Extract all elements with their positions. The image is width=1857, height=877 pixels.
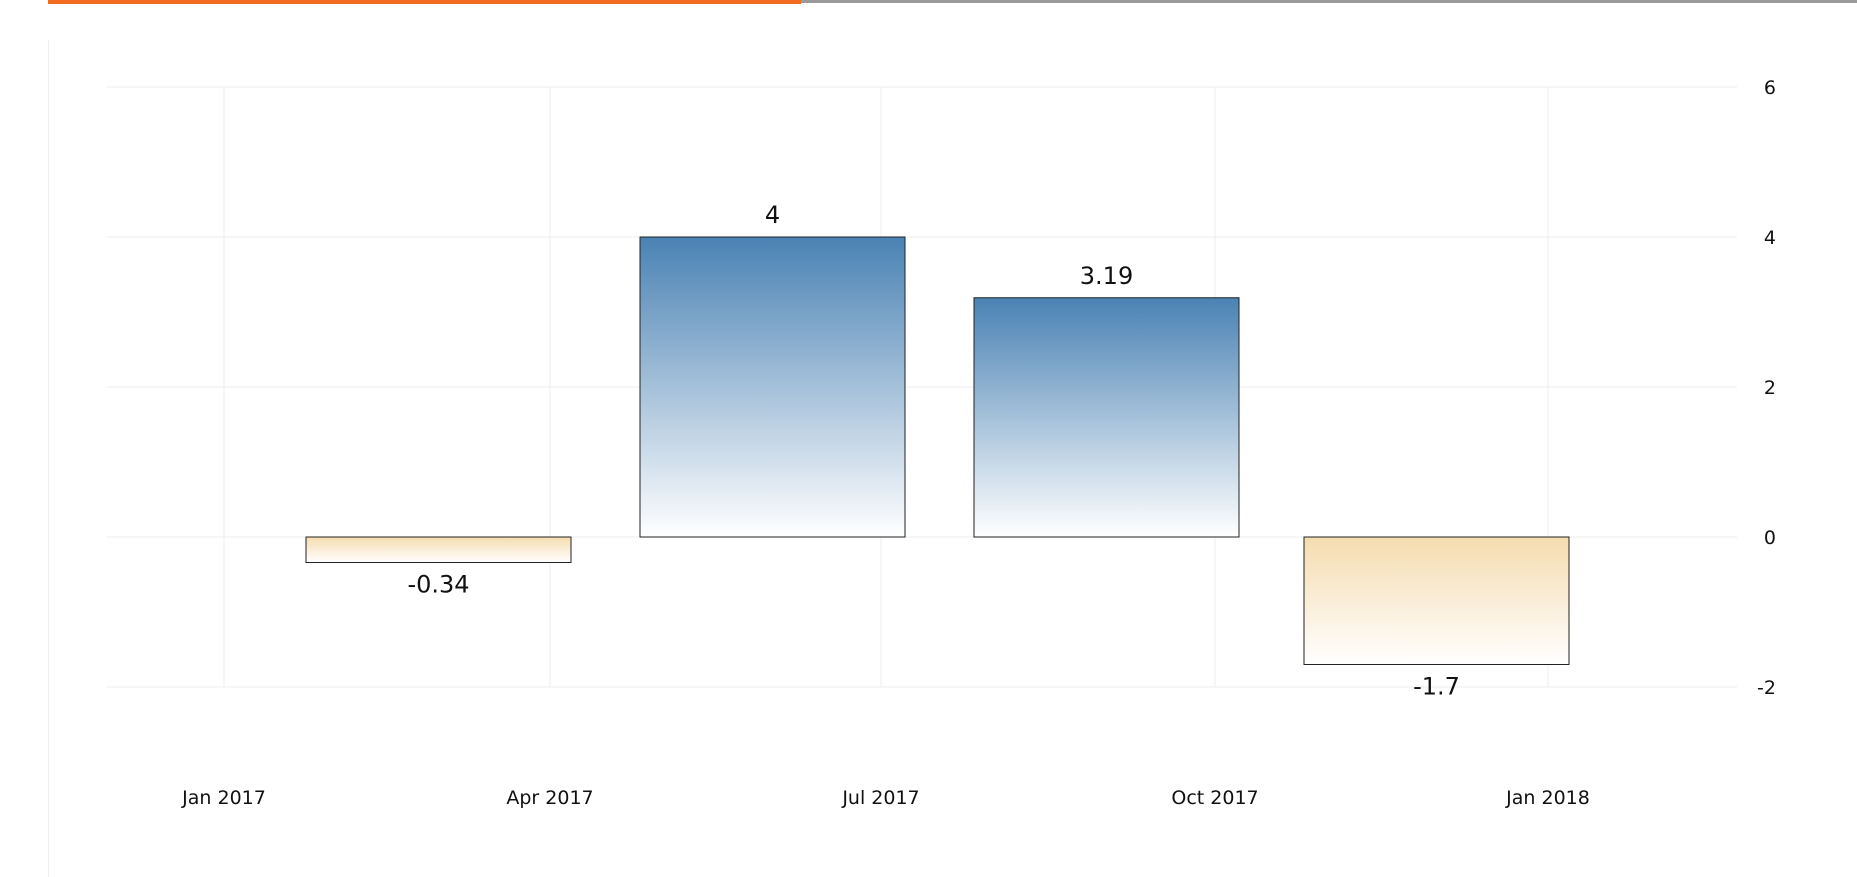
x-tick-label: Jan 2017 xyxy=(181,787,266,809)
y-tick-label: 4 xyxy=(1764,227,1776,249)
data-labels: -0.34 4 3.19 -1.7 xyxy=(407,201,1459,701)
bar xyxy=(305,536,572,563)
x-axis-ticks: Jan 2017 Apr 2017 Jul 2017 Oct 2017 Jan 2018 xyxy=(181,787,1590,809)
y-tick-label: 0 xyxy=(1764,527,1776,549)
y-tick-label: 6 xyxy=(1764,77,1776,99)
bar-chart: -0.34 4 3.19 -1.7 Jan 2017 Apr 2017 Jul 2017 O… xyxy=(107,77,1776,809)
y-tick-label: -2 xyxy=(1757,677,1776,699)
bar xyxy=(639,236,906,538)
data-label: -1.7 xyxy=(1413,673,1460,701)
bar xyxy=(973,297,1240,538)
x-tick-label: Apr 2017 xyxy=(506,787,593,809)
top-progress-fill xyxy=(48,0,801,4)
x-tick-label: Jul 2017 xyxy=(841,787,919,809)
top-progress-bar xyxy=(48,0,1857,4)
top-progress-track xyxy=(801,0,1857,3)
y-axis-ticks: 6 4 2 0 -2 xyxy=(1757,77,1776,699)
bar xyxy=(1303,536,1570,665)
data-label: -0.34 xyxy=(407,571,469,599)
y-tick-label: 2 xyxy=(1764,377,1776,399)
data-label: 3.19 xyxy=(1080,262,1133,290)
x-tick-label: Jan 2018 xyxy=(1505,787,1590,809)
bars xyxy=(305,236,1570,665)
chart-panel: -0.34 4 3.19 -1.7 Jan 2017 Apr 2017 Jul 2017 O… xyxy=(48,40,1857,877)
data-label: 4 xyxy=(765,201,780,229)
x-tick-label: Oct 2017 xyxy=(1171,787,1258,809)
